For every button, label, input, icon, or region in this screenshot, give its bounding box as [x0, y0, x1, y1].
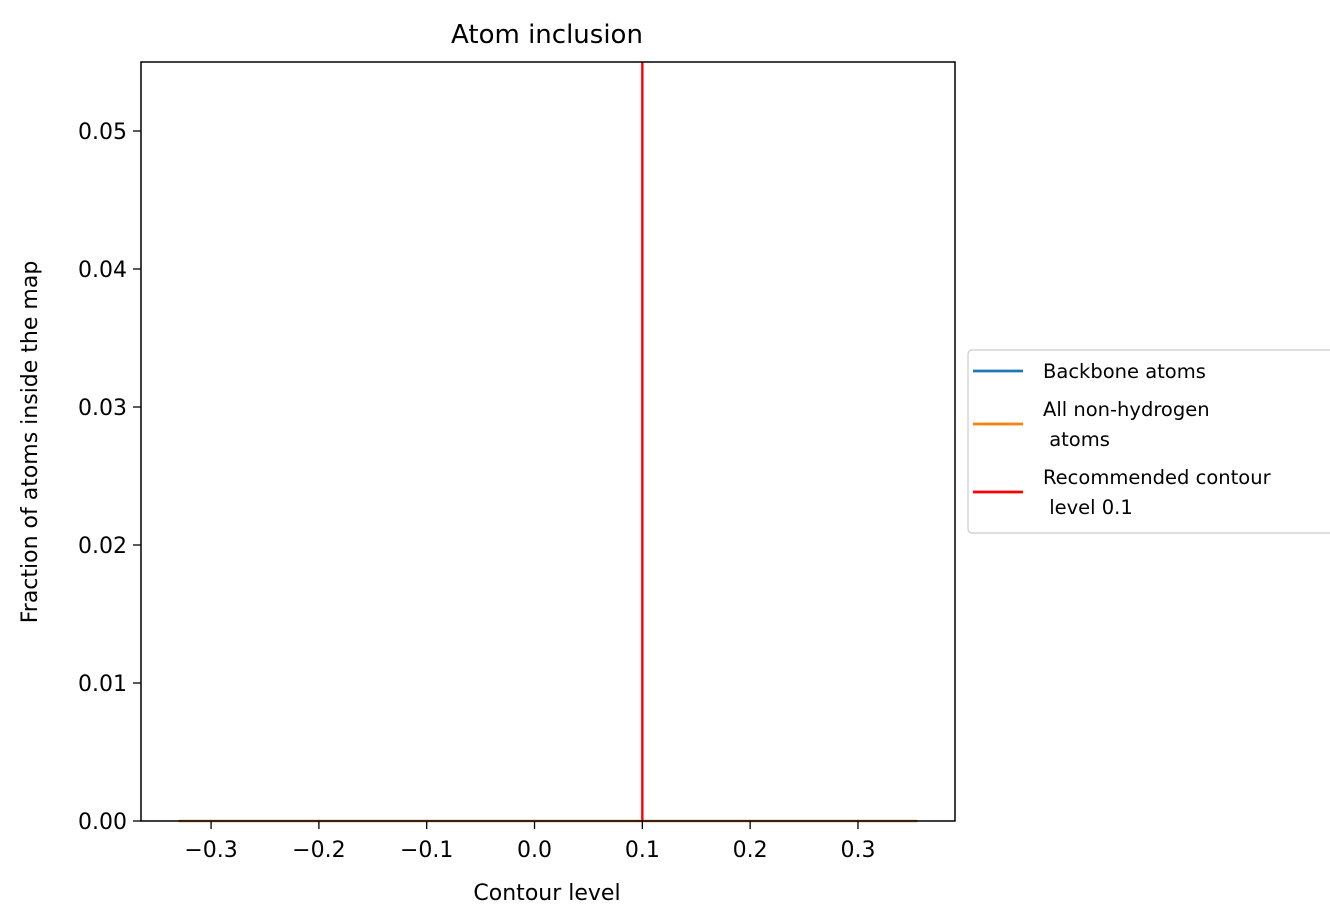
x-tick-label: −0.1	[400, 838, 453, 863]
y-axis-ticks: 0.00 0.01 0.02 0.03 0.04 0.05	[78, 120, 141, 835]
legend-box	[967, 349, 1330, 534]
legend-entries: Backbone atoms All non-hydrogen atoms Reco…	[973, 360, 1272, 519]
y-axis-label: Fraction of atoms inside the map	[18, 261, 43, 624]
plot-area	[140, 61, 956, 823]
x-tick-label: 0.3	[840, 838, 875, 863]
legend: Backbone atoms All non-hydrogen atoms Reco…	[967, 349, 1330, 534]
chart-title: Atom inclusion	[451, 20, 643, 50]
legend-label-2: All non-hydrogen atoms	[1043, 398, 1210, 451]
y-tick-label: 0.04	[78, 258, 127, 283]
y-tick-label: 0.00	[78, 810, 127, 835]
legend-label-3: Recommended contour level 0.1	[1043, 466, 1272, 519]
x-tick-label: 0.2	[733, 838, 768, 863]
x-tick-label: −0.2	[292, 838, 345, 863]
legend-label-1: Backbone atoms	[1043, 360, 1206, 383]
y-tick-label: 0.03	[78, 396, 127, 421]
x-tick-label: 0.1	[625, 838, 660, 863]
x-axis-ticks: −0.3 −0.2 −0.1 0.0 0.1 0.2 0.3	[184, 821, 875, 863]
x-axis-label: Contour level	[473, 881, 620, 906]
y-tick-label: 0.02	[78, 534, 127, 559]
y-tick-label: 0.01	[78, 672, 127, 697]
series-layer	[178, 62, 918, 823]
x-tick-label: −0.3	[184, 838, 237, 863]
y-tick-label: 0.05	[78, 120, 127, 145]
x-tick-label: 0.0	[517, 838, 552, 863]
axes-frame	[140, 61, 956, 822]
